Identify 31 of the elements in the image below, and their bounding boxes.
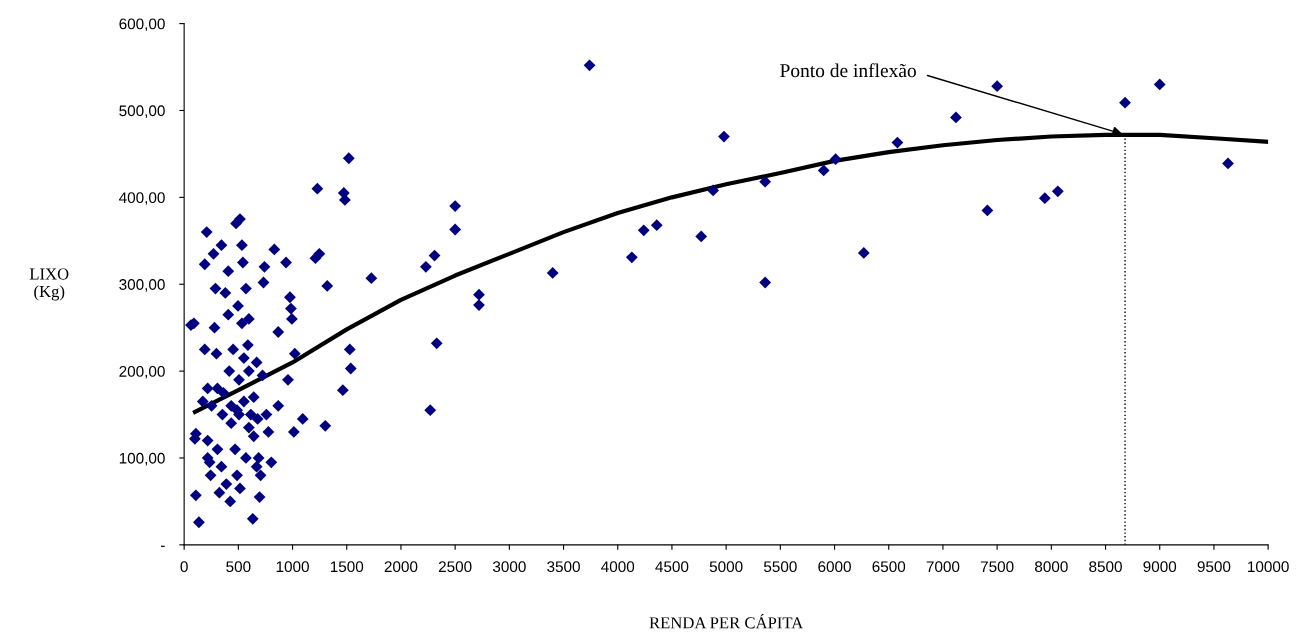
x-tick-label: 3500 [547, 561, 580, 573]
x-tick-label: 2000 [384, 561, 418, 573]
x-tick-label: 3000 [492, 561, 526, 573]
x-axis-title: RENDA PER CÁPITA [649, 614, 804, 629]
y-tick-label: 600,00 [119, 18, 165, 32]
x-tick-label: 7500 [980, 561, 1014, 573]
x-tick-label: 6000 [818, 561, 851, 573]
x-tick-label: 8000 [1035, 561, 1068, 573]
x-tick-label: 1000 [276, 561, 309, 573]
x-tick-label: 6500 [872, 561, 906, 573]
x-tick-label: 0 [180, 561, 188, 573]
y-tick-label: 400,00 [119, 192, 165, 205]
y-tick-label: 500,00 [119, 105, 165, 118]
x-tick-label: 4500 [655, 561, 689, 573]
x-tick-label: 5500 [763, 561, 797, 573]
x-tick-label: 1500 [330, 561, 364, 573]
y-tick-label: - [160, 545, 165, 547]
y-axis-title: LIXO (Kg) [29, 268, 69, 301]
x-tick-label: 10000 [1248, 561, 1289, 573]
x-tick-label: 7000 [926, 561, 960, 573]
x-tick-label: 5000 [709, 561, 743, 573]
x-tick-label: 9000 [1143, 561, 1177, 573]
x-tick-label: 9500 [1197, 561, 1231, 573]
x-tick-label: 4000 [601, 561, 635, 573]
annotation: Ponto de inflexão [780, 63, 916, 78]
x-tick-label: 2500 [438, 561, 472, 573]
y-tick-label: 100,00 [119, 452, 165, 466]
x-tick-label: 8500 [1089, 561, 1122, 573]
y-tick-label: 200,00 [119, 365, 165, 379]
x-tick-label: 500 [226, 561, 251, 573]
y-tick-label: 300,00 [119, 279, 165, 292]
